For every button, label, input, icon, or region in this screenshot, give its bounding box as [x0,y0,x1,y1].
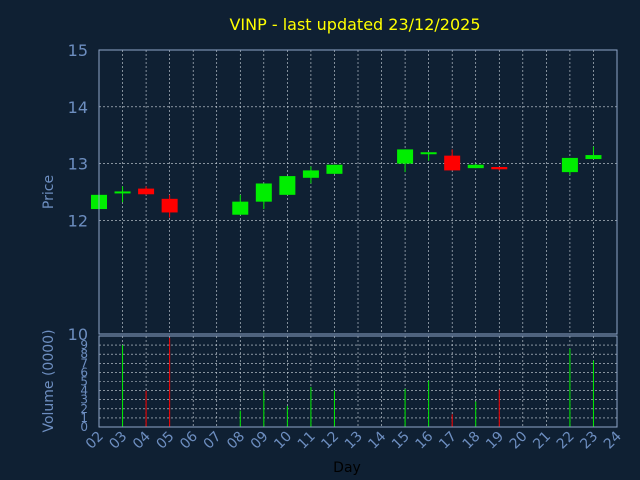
price-tick-label: 15 [68,41,88,60]
candle-body [138,188,155,195]
candle-body [114,191,131,194]
volume-tick-label: 4 [80,384,88,398]
price-panel-frame [98,49,618,335]
y-axis-label: Price [41,175,57,209]
volume-tick-label: 0 [80,420,88,434]
candle-body [491,167,508,170]
candle-body [255,183,272,202]
volume-tick-label: 1 [80,411,88,425]
candle-body [585,155,602,160]
volume-panel-frame [98,335,618,428]
candle-body [279,176,296,195]
price-tick-label: 10 [68,325,88,344]
candle-body [232,201,249,215]
candle-body [161,198,178,213]
price-tick-label: 13 [68,155,88,174]
volume-tick-label: 8 [80,347,88,361]
price-tick-label: 14 [68,98,88,117]
axes [98,49,618,428]
candle-body [444,155,461,171]
candles [91,146,602,218]
volume-bars [122,337,594,427]
volume-tick-label: 9 [80,338,88,352]
candle-body [467,164,484,169]
volume-tick-label: 6 [80,365,88,379]
candle-body [397,149,414,164]
candle-body [420,152,437,155]
candle-body [302,170,319,178]
volume-axis-label: Volume (0000) [41,329,57,432]
x-axis-label: Day [333,460,361,476]
volume-tick-label: 3 [80,393,88,407]
volume-tick-label: 5 [80,375,88,389]
volume-tick-label: 2 [80,402,88,416]
volume-tick-label: 7 [80,356,88,370]
chart-title: VINP - last updated 23/12/2025 [229,15,480,34]
candle-body [561,157,578,173]
candle-body [326,164,343,174]
price-tick-label: 12 [68,211,88,230]
price-grid [99,49,617,334]
